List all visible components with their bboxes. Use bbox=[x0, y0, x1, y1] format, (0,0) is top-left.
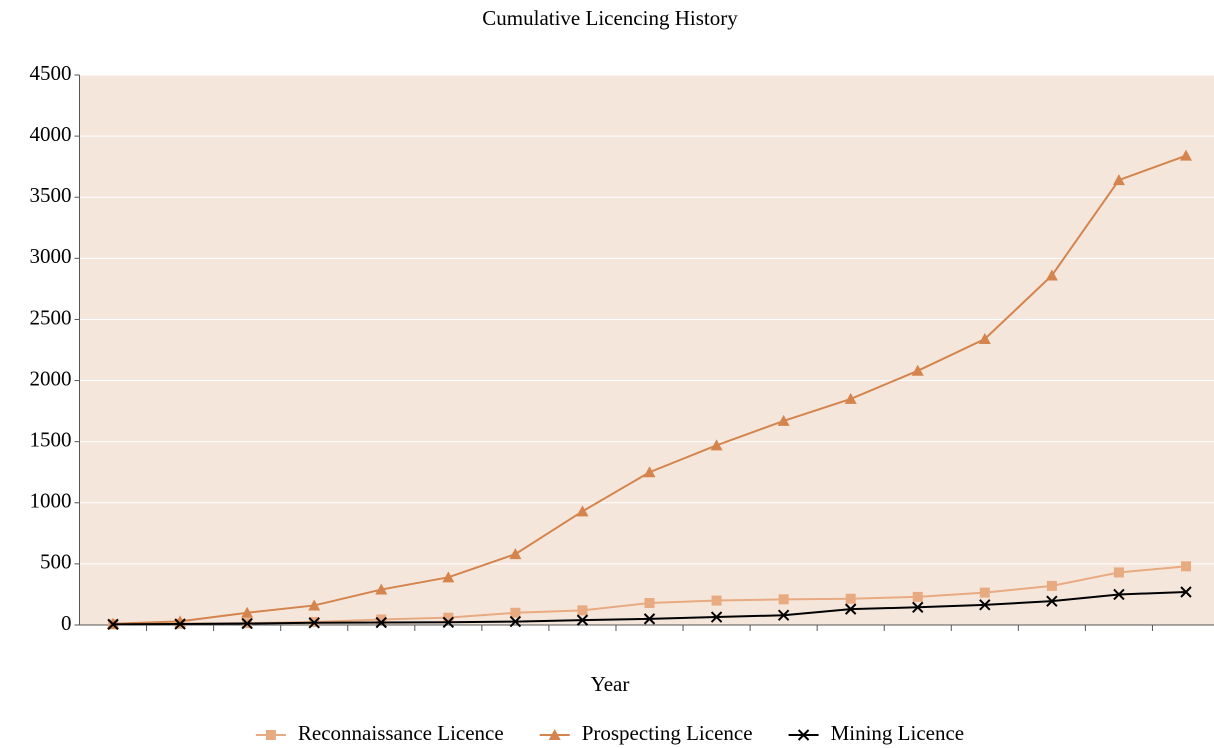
y-tick-label: 2000 bbox=[30, 366, 72, 390]
marker bbox=[1179, 149, 1192, 161]
marker bbox=[844, 392, 857, 404]
marker bbox=[844, 603, 857, 615]
marker bbox=[265, 730, 276, 740]
marker bbox=[710, 439, 723, 451]
marker bbox=[576, 614, 589, 626]
marker bbox=[241, 606, 254, 618]
marker bbox=[1113, 567, 1124, 578]
marker bbox=[107, 618, 119, 631]
y-tick-label: 3000 bbox=[30, 244, 72, 268]
marker bbox=[643, 466, 656, 478]
y-tick-label: 1000 bbox=[30, 489, 72, 513]
marker bbox=[978, 333, 991, 344]
y-tick-label: 4000 bbox=[30, 122, 72, 146]
legend-item: Mining Licence bbox=[788, 721, 965, 745]
y-tick-label: 500 bbox=[40, 550, 72, 574]
marker bbox=[548, 729, 561, 740]
legend-label: Mining Licence bbox=[831, 721, 965, 745]
y-tick-label: 0 bbox=[61, 611, 72, 635]
marker bbox=[1045, 269, 1058, 281]
marker bbox=[443, 612, 454, 623]
marker bbox=[1046, 595, 1058, 607]
marker bbox=[509, 615, 522, 628]
marker bbox=[509, 548, 522, 560]
marker bbox=[1046, 580, 1057, 591]
marker bbox=[1180, 586, 1192, 598]
marker bbox=[912, 601, 924, 613]
marker bbox=[912, 591, 923, 602]
marker bbox=[442, 571, 455, 583]
marker bbox=[576, 505, 589, 517]
marker bbox=[979, 599, 991, 611]
marker bbox=[797, 729, 810, 741]
y-tick-label: 4500 bbox=[30, 61, 72, 85]
marker bbox=[1113, 588, 1125, 601]
marker bbox=[845, 593, 856, 604]
marker bbox=[375, 616, 387, 629]
y-tick-label: 3500 bbox=[30, 183, 72, 207]
y-tick-label: 1500 bbox=[30, 427, 72, 451]
marker bbox=[308, 617, 320, 629]
legend-label: Reconnaissance Licence bbox=[298, 721, 504, 745]
marker bbox=[577, 605, 588, 616]
marker bbox=[778, 594, 789, 605]
chart-title: Cumulative Licencing History bbox=[482, 6, 738, 30]
marker bbox=[375, 583, 388, 595]
marker bbox=[1112, 174, 1125, 186]
marker bbox=[710, 611, 723, 623]
marker bbox=[711, 595, 722, 606]
marker bbox=[777, 609, 790, 621]
marker bbox=[308, 599, 321, 611]
x-axis-label: Year bbox=[591, 672, 630, 696]
plot-background bbox=[79, 75, 1214, 625]
marker bbox=[174, 618, 186, 630]
marker bbox=[241, 617, 253, 630]
marker bbox=[442, 616, 455, 629]
legend-label: Prospecting Licence bbox=[582, 721, 753, 745]
marker bbox=[643, 613, 656, 625]
y-tick-label: 2500 bbox=[30, 305, 72, 329]
marker bbox=[911, 364, 924, 376]
legend-item: Reconnaissance Licence bbox=[255, 721, 504, 745]
legend-item: Prospecting Licence bbox=[539, 721, 753, 745]
marker bbox=[644, 598, 655, 608]
marker bbox=[777, 414, 790, 426]
marker bbox=[979, 587, 990, 598]
marker bbox=[510, 607, 521, 618]
marker bbox=[376, 614, 387, 625]
marker bbox=[1180, 561, 1191, 572]
